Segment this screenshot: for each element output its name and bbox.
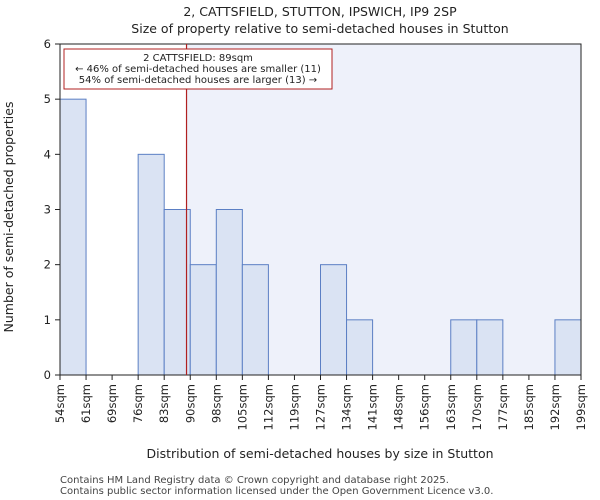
annotation-box [63, 48, 333, 90]
footer-licence: Contains public sector information licen… [60, 486, 493, 497]
annotation-smaller: ← 46% of semi-detached houses are smalle… [75, 64, 321, 75]
x-axis-label: Distribution of semi-detached houses by … [146, 446, 493, 461]
x-tick-label-177sqm: 177sqm [496, 384, 510, 430]
annotation-larger: 54% of semi-detached houses are larger (… [79, 75, 317, 86]
footer-copyright: Contains HM Land Registry data © Crown c… [60, 475, 449, 486]
x-tick-label-148sqm: 148sqm [392, 384, 406, 430]
y-tick-label-3: 3 [44, 203, 51, 217]
annotation-title: 2 CATTSFIELD: 89sqm [143, 53, 253, 64]
x-tick-label-170sqm: 170sqm [470, 384, 484, 430]
x-tick-label-69sqm: 69sqm [105, 384, 119, 423]
x-tick-label-90sqm: 90sqm [183, 384, 197, 423]
x-tick-label-61sqm: 61sqm [79, 384, 93, 423]
x-tick-label-76sqm: 76sqm [131, 384, 145, 423]
x-tick-label-134sqm: 134sqm [340, 384, 354, 430]
x-tick-label-127sqm: 127sqm [314, 384, 328, 430]
x-tick-label-105sqm: 105sqm [235, 384, 249, 430]
bar-192sqm [554, 319, 582, 376]
x-tick-label-141sqm: 141sqm [366, 384, 380, 430]
y-axis-label: Number of semi-detached properties [1, 102, 16, 333]
bar-98sqm [215, 209, 243, 376]
bar-105sqm [241, 264, 269, 376]
x-tick-label-156sqm: 156sqm [418, 384, 432, 430]
y-tick-label-6: 6 [44, 37, 51, 51]
y-tick-label-0: 0 [44, 368, 51, 382]
x-tick-label-199sqm: 199sqm [574, 384, 588, 430]
bar-134sqm [346, 319, 374, 376]
plot-area: 0 1 2 3 4 5 6 54sqm 61sqm 69sqm 76sqm 83sqm 90sqm 98s… [44, 37, 588, 430]
x-tick-label-83sqm: 83sqm [157, 384, 171, 423]
x-tick-label-119sqm: 119sqm [287, 384, 301, 430]
bar-76sqm [137, 153, 165, 376]
y-tick-label-2: 2 [44, 258, 51, 272]
x-tick-label-185sqm: 185sqm [522, 384, 536, 430]
x-tick-label-98sqm: 98sqm [209, 384, 223, 423]
y-tick-label-5: 5 [44, 92, 51, 106]
x-tick-label-112sqm: 112sqm [261, 384, 275, 430]
bar-83sqm [163, 209, 191, 376]
bar-127sqm [320, 264, 348, 376]
bar-170sqm [476, 319, 504, 376]
x-tick-label-192sqm: 192sqm [548, 384, 562, 430]
x-tick-label-54sqm: 54sqm [53, 384, 67, 423]
bar-90sqm [189, 264, 217, 376]
y-tick-label-4: 4 [44, 147, 51, 161]
bar-163sqm [450, 319, 478, 376]
chart-subtitle: Size of property relative to semi-detach… [131, 21, 508, 36]
chart-title: 2, CATTSFIELD, STUTTON, IPSWICH, IP9 2SP [183, 4, 457, 19]
y-tick-label-1: 1 [44, 313, 51, 327]
x-tick-label-163sqm: 163sqm [444, 384, 458, 430]
bar-54sqm [59, 98, 87, 376]
